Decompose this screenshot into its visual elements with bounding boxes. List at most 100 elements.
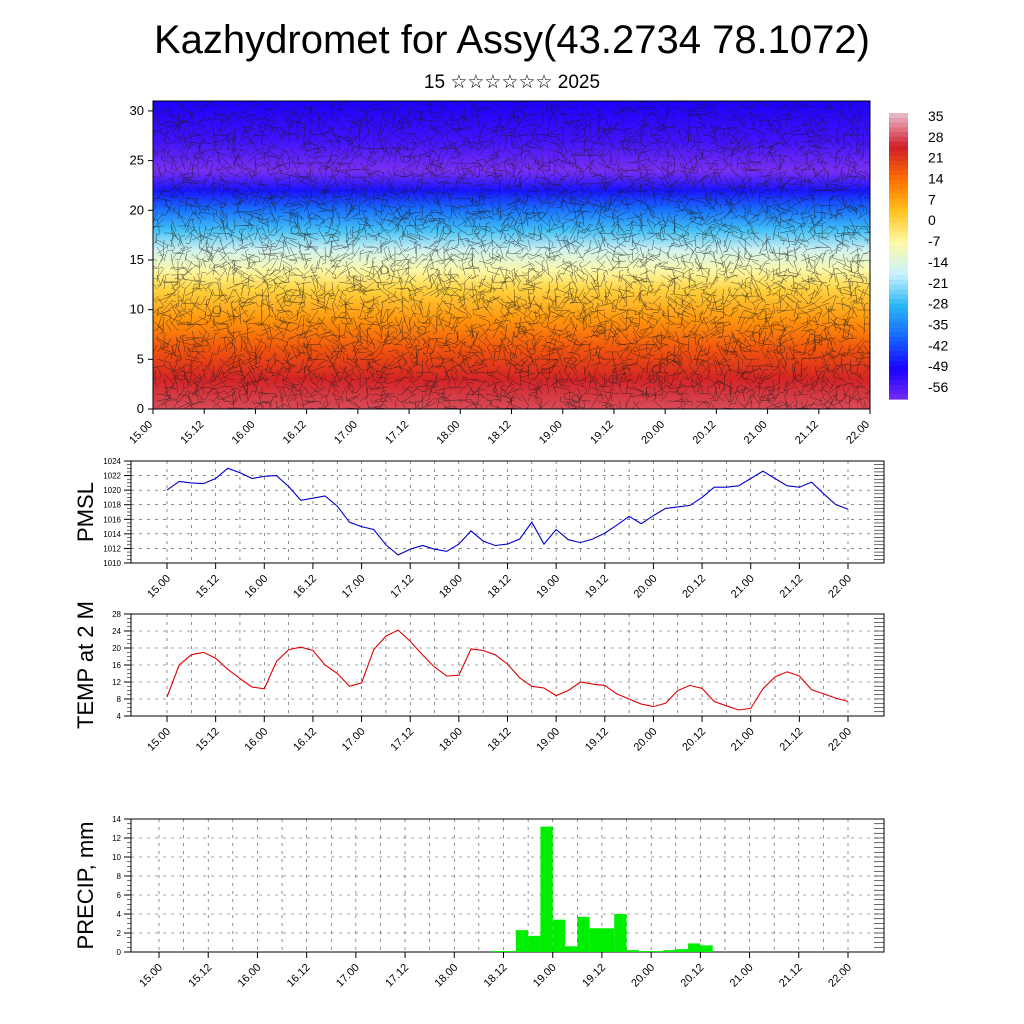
- wind-barb: [468, 330, 480, 347]
- colorbar-swatch: [889, 365, 908, 371]
- wind-barb: [785, 292, 795, 304]
- wind-barb: [399, 274, 410, 290]
- wind-barb: [238, 355, 243, 374]
- wind-barb: [217, 111, 228, 129]
- wind-barb: [345, 330, 360, 344]
- wind-barb: [748, 177, 753, 192]
- wind-barb: [844, 363, 851, 381]
- wind-barb: [695, 317, 709, 332]
- wind-barb: [758, 115, 770, 129]
- wind-barb: [184, 142, 196, 157]
- wind-barb: [835, 150, 840, 163]
- wind-barb: [233, 266, 243, 276]
- wind-barb: [513, 303, 529, 311]
- wind-barb: [844, 148, 851, 160]
- x-tick-label: 15.00: [145, 726, 173, 754]
- wind-barb: [299, 323, 312, 339]
- wind-barb: [245, 260, 256, 270]
- wind-barb: [548, 107, 561, 122]
- wind-barb: [306, 158, 326, 164]
- wind-barb: [637, 152, 642, 171]
- wind-barb: [770, 267, 775, 282]
- wind-barb: [492, 381, 501, 395]
- wind-barb: [380, 112, 387, 129]
- wind-barb: [184, 358, 203, 367]
- wind-barb: [588, 113, 606, 121]
- wind-barb: [695, 295, 711, 308]
- wind-barb: [331, 393, 343, 403]
- wind-barb: [818, 232, 830, 241]
- wind-barb: [691, 175, 697, 192]
- wind-barb: [429, 120, 439, 134]
- wind-barb: [550, 351, 564, 366]
- wind-barb: [321, 400, 326, 409]
- wind-barb: [247, 327, 252, 346]
- wind-barb: [618, 373, 627, 388]
- wind-barb: [153, 225, 158, 229]
- wind-barb: [384, 339, 403, 346]
- wind-barb: [758, 134, 765, 154]
- wind-barb: [699, 261, 704, 276]
- wind-barb: [157, 308, 172, 318]
- wind-barb: [720, 192, 732, 206]
- wind-barb: [261, 124, 269, 143]
- wind-barb: [772, 127, 781, 141]
- wind-barb: [846, 227, 858, 241]
- wind-barb: [296, 177, 310, 185]
- wind-barb: [682, 272, 697, 283]
- wind-barb: [674, 398, 689, 402]
- wind-barb: [471, 228, 486, 241]
- wind-barb: [170, 278, 187, 290]
- colorbar-swatch: [889, 256, 908, 262]
- wind-barb: [709, 379, 720, 389]
- wind-barb: [317, 112, 328, 122]
- wind-barb: [170, 370, 186, 381]
- wind-barb: [695, 274, 707, 281]
- wind-barb: [645, 340, 650, 353]
- wind-barb: [514, 364, 529, 374]
- wind-barb: [814, 407, 818, 409]
- wind-barb: [674, 183, 683, 196]
- wind-barb: [521, 210, 536, 215]
- wind-barb: [401, 155, 416, 162]
- wind-barb: [744, 330, 760, 338]
- wind-barb: [422, 260, 441, 269]
- wind-barb: [247, 370, 256, 388]
- wind-barb: [769, 152, 788, 157]
- wind-barb: [689, 162, 697, 174]
- wind-barb: [177, 148, 188, 162]
- wind-barb: [408, 169, 415, 182]
- wind-barb: [723, 134, 733, 146]
- wind-barb: [266, 267, 277, 276]
- wind-barb: [863, 231, 870, 234]
- wind-barb: [856, 253, 868, 269]
- wind-barb: [730, 388, 750, 395]
- wind-barb: [331, 350, 345, 355]
- wind-barb: [275, 239, 286, 248]
- wind-barb: [387, 337, 400, 346]
- wind-barb: [555, 183, 567, 194]
- wind-barb: [640, 172, 655, 185]
- wind-barb: [782, 386, 795, 392]
- wind-barb: [426, 400, 438, 407]
- wind-barb: [177, 344, 182, 362]
- wind-barb: [703, 347, 711, 360]
- wind-barb: [190, 204, 200, 220]
- wind-barb: [268, 211, 278, 225]
- wind-barb: [569, 274, 579, 294]
- wind-barb: [289, 334, 304, 339]
- wind-barb: [492, 176, 506, 192]
- wind-barb: [444, 316, 452, 327]
- colorbar-swatch: [889, 379, 908, 386]
- wind-barb: [646, 141, 659, 149]
- wind-barb: [737, 191, 746, 206]
- wind-barb: [613, 250, 627, 255]
- wind-barb: [199, 176, 207, 190]
- wind-barb: [793, 344, 798, 360]
- wind-barb: [400, 290, 410, 304]
- wind-barb: [247, 293, 263, 304]
- wind-barb: [416, 225, 431, 231]
- y-tick-label: 1024: [103, 457, 121, 466]
- wind-barb: [449, 252, 459, 269]
- wind-barb: [400, 407, 403, 409]
